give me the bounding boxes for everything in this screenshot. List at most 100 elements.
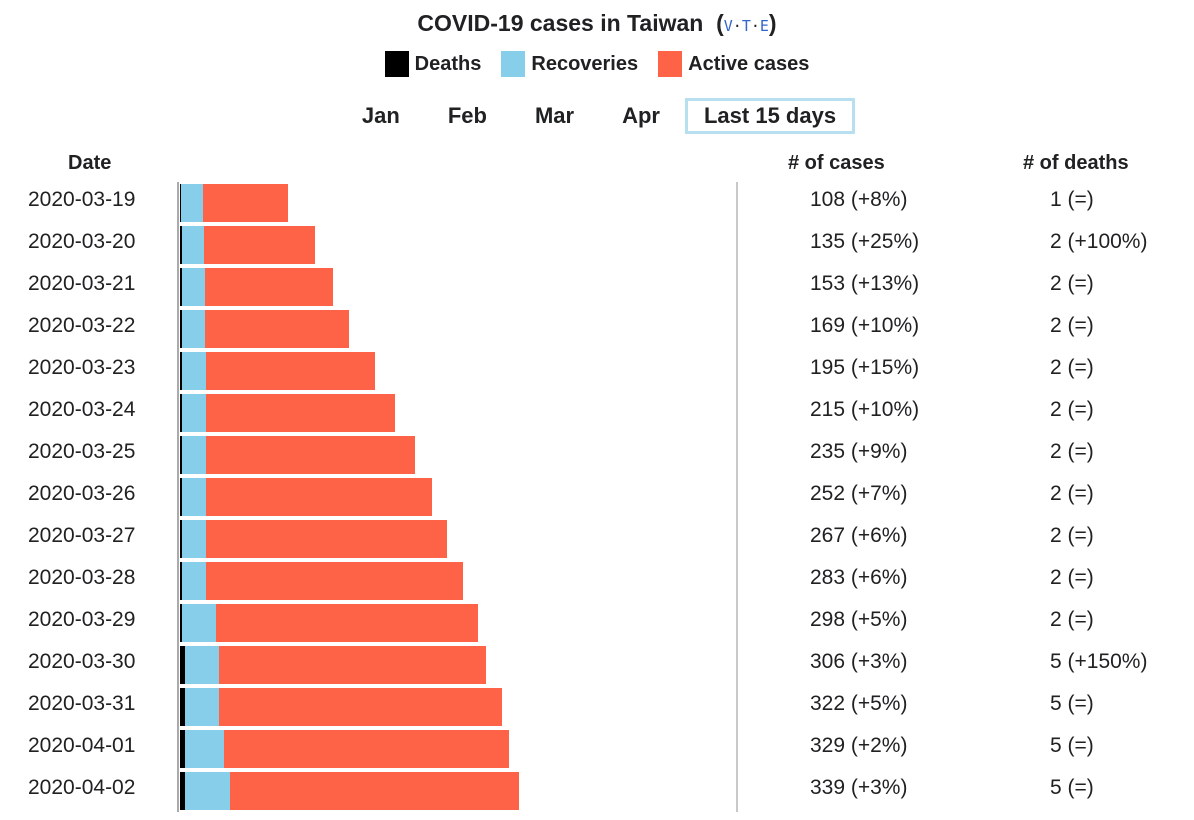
table-row: 2020-03-20 135 (+25%) 2 (+100%) [0, 222, 1194, 264]
vte-separator: · [733, 17, 742, 35]
table-row: 2020-03-23 195 (+15%) 2 (=) [0, 348, 1194, 390]
last-15-days-button[interactable]: Last 15 days [685, 98, 855, 134]
row-date: 2020-03-20 [28, 230, 135, 254]
table-row: 2020-03-19 108 (+8%) 1 (=) [0, 180, 1194, 222]
table-row: 2020-03-26 252 (+7%) 2 (=) [0, 474, 1194, 516]
row-deaths: 2 (=) [1050, 356, 1094, 380]
row-deaths: 5 (+150%) [1050, 650, 1147, 674]
row-date: 2020-03-28 [28, 566, 135, 590]
row-date: 2020-03-26 [28, 482, 135, 506]
table-row: 2020-03-31 322 (+5%) 5 (=) [0, 684, 1194, 726]
row-cases: 135 (+25%) [810, 230, 919, 254]
bar-recoveries [182, 562, 206, 600]
month-button-mar[interactable]: Mar [512, 96, 597, 136]
table-row: 2020-03-24 215 (+10%) 2 (=) [0, 390, 1194, 432]
table-row: 2020-03-22 169 (+10%) 2 (=) [0, 306, 1194, 348]
table-row: 2020-03-28 283 (+6%) 2 (=) [0, 558, 1194, 600]
row-date: 2020-03-22 [28, 314, 135, 338]
row-cases: 339 (+3%) [810, 776, 907, 800]
cases-column-header: # of cases [788, 152, 885, 175]
table-row: 2020-03-30 306 (+3%) 5 (+150%) [0, 642, 1194, 684]
legend-item-recoveries: Recoveries [501, 51, 638, 77]
row-date: 2020-04-01 [28, 734, 135, 758]
table-row: 2020-04-01 329 (+2%) 5 (=) [0, 726, 1194, 768]
legend: Deaths Recoveries Active cases [0, 51, 1194, 77]
row-date: 2020-03-25 [28, 440, 135, 464]
bar-active-cases [219, 688, 502, 726]
legend-label-deaths: Deaths [415, 53, 482, 76]
row-date: 2020-03-30 [28, 650, 135, 674]
bar-active-cases [206, 352, 375, 390]
row-cases: 108 (+8%) [810, 188, 907, 212]
row-cases: 329 (+2%) [810, 734, 907, 758]
row-deaths: 2 (=) [1050, 314, 1094, 338]
legend-label-active: Active cases [688, 53, 809, 76]
bar-active-cases [216, 604, 478, 642]
legend-item-deaths: Deaths [385, 51, 482, 77]
row-cases: 298 (+5%) [810, 608, 907, 632]
bar-active-cases [206, 478, 432, 516]
bar-recoveries [185, 772, 230, 810]
bar-recoveries [181, 184, 203, 222]
bar-active-cases [206, 394, 395, 432]
view-template-link[interactable]: V [724, 17, 733, 35]
date-column-header: Date [68, 152, 111, 175]
bar-recoveries [182, 226, 204, 264]
bar-recoveries [182, 310, 205, 348]
row-cases: 215 (+10%) [810, 398, 919, 422]
table-row: 2020-03-25 235 (+9%) 2 (=) [0, 432, 1194, 474]
chart-title: COVID-19 cases in Taiwan (V·T·E) [0, 10, 1194, 37]
row-date: 2020-03-19 [28, 188, 135, 212]
row-date: 2020-03-29 [28, 608, 135, 632]
row-cases: 153 (+13%) [810, 272, 919, 296]
bar-recoveries [182, 520, 206, 558]
row-deaths: 2 (=) [1050, 566, 1094, 590]
bar-recoveries [182, 436, 206, 474]
bar-recoveries [185, 730, 224, 768]
month-button-jan[interactable]: Jan [339, 96, 423, 136]
row-cases: 169 (+10%) [810, 314, 919, 338]
row-deaths: 2 (=) [1050, 272, 1094, 296]
table-row: 2020-03-21 153 (+13%) 2 (=) [0, 264, 1194, 306]
row-date: 2020-03-27 [28, 524, 135, 548]
legend-item-active: Active cases [658, 51, 809, 77]
row-deaths: 2 (=) [1050, 482, 1094, 506]
edit-template-link[interactable]: E [760, 17, 769, 35]
month-button-apr[interactable]: Apr [599, 96, 683, 136]
row-deaths: 2 (=) [1050, 524, 1094, 548]
bar-active-cases [205, 268, 333, 306]
bar-active-cases [230, 772, 519, 810]
table-row: 2020-03-29 298 (+5%) 2 (=) [0, 600, 1194, 642]
bar-active-cases [219, 646, 486, 684]
row-cases: 267 (+6%) [810, 524, 907, 548]
chart-title-text: COVID-19 cases in Taiwan [417, 10, 703, 36]
row-cases: 283 (+6%) [810, 566, 907, 590]
deaths-column-header: # of deaths [1023, 152, 1129, 175]
row-cases: 306 (+3%) [810, 650, 907, 674]
legend-swatch-deaths [385, 51, 409, 77]
row-cases: 322 (+5%) [810, 692, 907, 716]
row-deaths: 5 (=) [1050, 734, 1094, 758]
bar-active-cases [224, 730, 509, 768]
row-date: 2020-03-24 [28, 398, 135, 422]
table-row: 2020-04-02 339 (+3%) 5 (=) [0, 768, 1194, 810]
row-deaths: 1 (=) [1050, 188, 1094, 212]
legend-swatch-active [658, 51, 682, 77]
talk-template-link[interactable]: T [742, 17, 751, 35]
bar-recoveries [182, 394, 206, 432]
row-date: 2020-03-21 [28, 272, 135, 296]
bar-active-cases [206, 520, 447, 558]
bar-recoveries [182, 352, 206, 390]
legend-label-recoveries: Recoveries [531, 53, 638, 76]
row-cases: 235 (+9%) [810, 440, 907, 464]
bar-recoveries [185, 646, 219, 684]
month-button-feb[interactable]: Feb [425, 96, 510, 136]
legend-swatch-recoveries [501, 51, 525, 77]
bar-active-cases [206, 436, 415, 474]
row-date: 2020-03-31 [28, 692, 135, 716]
table-row: 2020-03-27 267 (+6%) 2 (=) [0, 516, 1194, 558]
bar-recoveries [185, 688, 219, 726]
vte-separator: · [751, 17, 760, 35]
row-date: 2020-04-02 [28, 776, 135, 800]
row-deaths: 2 (=) [1050, 440, 1094, 464]
